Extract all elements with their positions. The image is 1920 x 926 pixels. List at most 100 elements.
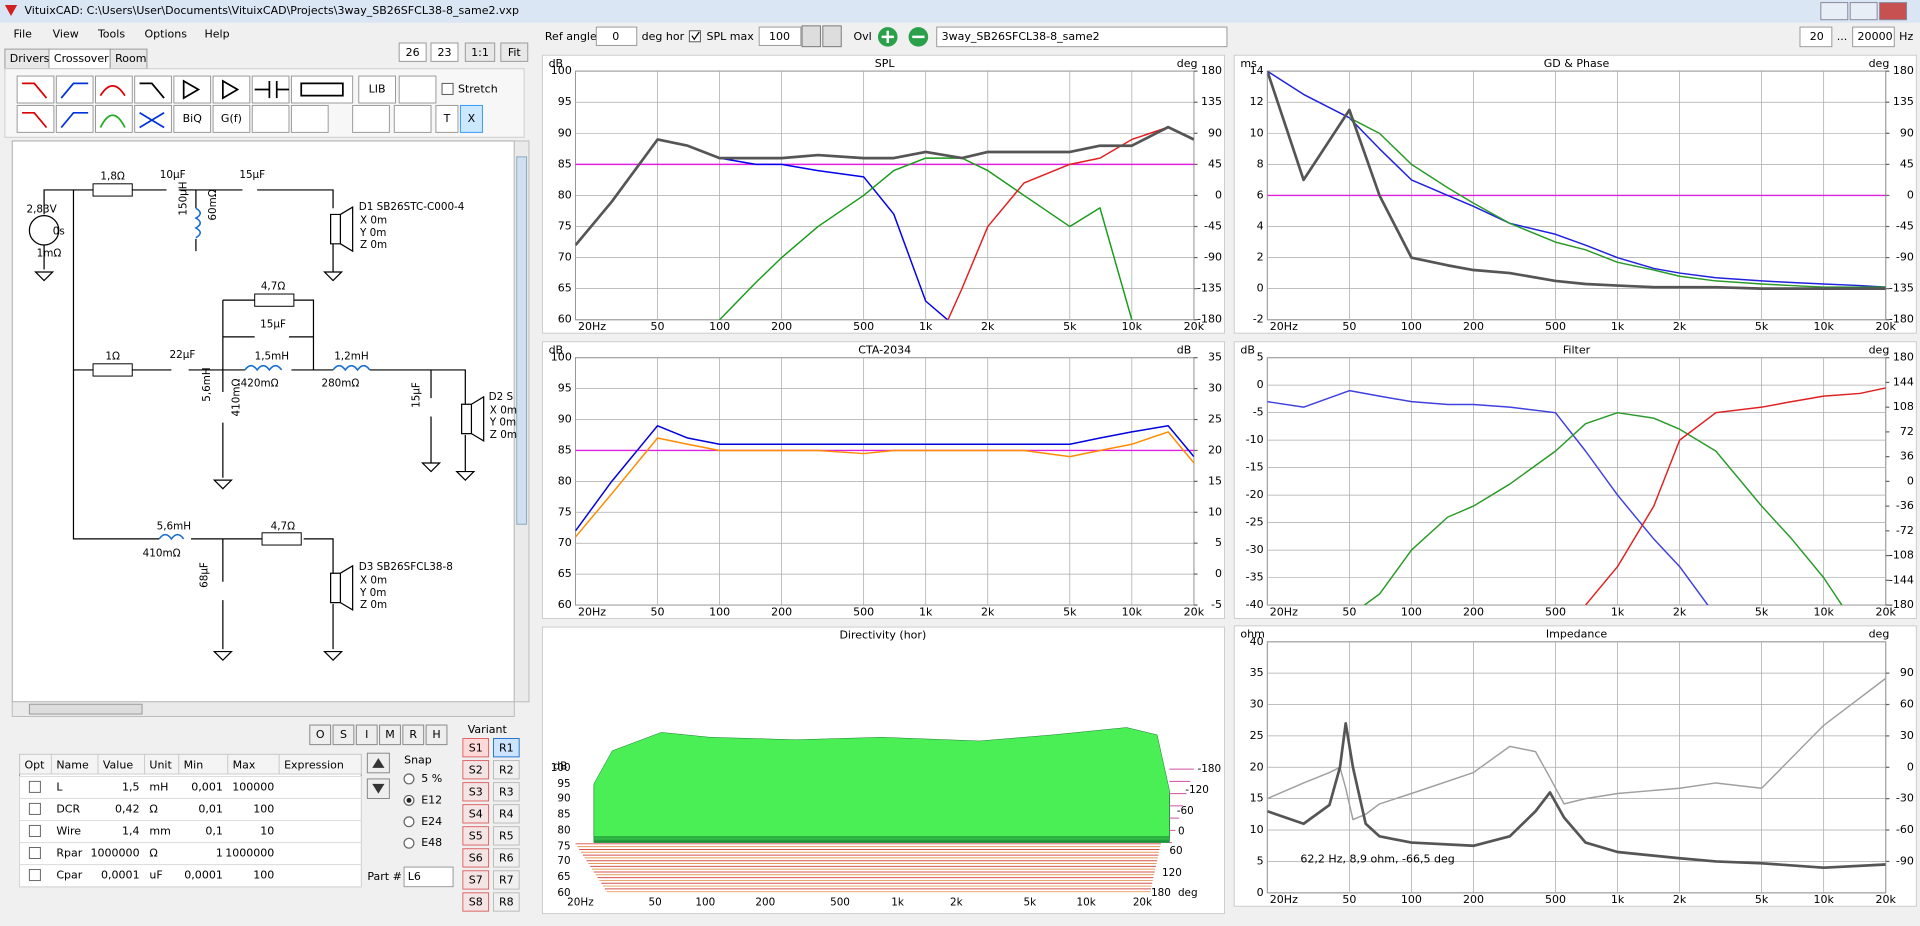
tab-label[interactable]: Crossover [54, 52, 109, 65]
menu-item[interactable]: Tools [97, 27, 125, 40]
tool-button[interactable] [309, 724, 332, 746]
part-field[interactable] [403, 866, 454, 888]
variant-s[interactable] [462, 848, 490, 868]
menu-item[interactable]: File [13, 27, 32, 40]
zoom-text[interactable]: 1:1 [471, 46, 489, 59]
menu-item[interactable]: View [53, 27, 79, 40]
project-field[interactable] [936, 26, 1228, 48]
variant-s[interactable] [462, 804, 490, 824]
tab-label[interactable]: Room [115, 52, 146, 65]
tool-icon[interactable] [55, 104, 94, 133]
schematic-label: Z 0m [360, 239, 387, 251]
tool-icon[interactable] [173, 75, 212, 104]
opt-checkbox[interactable] [28, 869, 41, 882]
y-tick-label: 15 [1250, 792, 1264, 805]
variant-r[interactable] [492, 760, 520, 780]
tool-button[interactable] [379, 724, 401, 746]
y-tick-label: 60 [558, 598, 572, 611]
schematic-label: 2,83V [27, 204, 58, 216]
tool-icon[interactable] [95, 75, 133, 104]
opt-checkbox[interactable] [28, 824, 41, 837]
y-axis-label: dB [1240, 343, 1255, 356]
variant-r[interactable] [492, 804, 520, 824]
snap-radio[interactable] [403, 816, 415, 828]
tool-icon[interactable] [95, 104, 133, 133]
tool-icon[interactable] [435, 104, 459, 133]
variant-s[interactable] [462, 870, 490, 890]
variant-s-label: S8 [469, 896, 483, 909]
x-tick-label: 200 [771, 320, 792, 333]
tool-glyph [60, 82, 89, 99]
fmax-field[interactable] [1852, 26, 1895, 48]
table-cell: 0,001 [191, 780, 223, 793]
variant-r[interactable] [492, 892, 520, 912]
tool-icon[interactable] [212, 75, 251, 104]
tool-button[interactable] [332, 724, 355, 746]
tool-icon[interactable] [290, 104, 329, 133]
tab-label[interactable]: Drivers [10, 52, 50, 65]
variant-s[interactable] [462, 826, 490, 846]
spin-up[interactable] [801, 25, 821, 48]
tool-icon[interactable] [212, 104, 251, 133]
y-tick-label: 65 [558, 282, 572, 295]
schematic-label: X 0m [490, 404, 517, 416]
minimize[interactable] [1820, 2, 1849, 21]
variant-r[interactable] [492, 848, 520, 868]
x-tick-label: 50 [651, 320, 665, 333]
zoom-field[interactable] [464, 42, 496, 62]
tool-icon[interactable] [358, 75, 396, 104]
tool-button[interactable] [402, 724, 425, 746]
x-tick-label: 20k [1876, 893, 1897, 906]
variant-s[interactable] [462, 782, 490, 802]
arrow [372, 783, 385, 794]
opt-checkbox[interactable] [28, 847, 41, 859]
tool-icon[interactable] [16, 75, 55, 104]
directivity-label: 20Hz [567, 897, 594, 909]
fmin-field[interactable] [1799, 26, 1833, 48]
snap-radio[interactable] [403, 773, 415, 785]
zoom-field[interactable] [500, 42, 529, 62]
zoom-text[interactable]: Fit [508, 46, 522, 59]
variant-r[interactable] [492, 782, 520, 802]
x-tick-label: 200 [771, 605, 792, 618]
directivity-label: 75 [557, 840, 570, 852]
maximize[interactable] [1849, 2, 1878, 21]
tool-icon[interactable] [393, 104, 432, 133]
y2-tick-label: 60 [1900, 698, 1914, 711]
tool-icon[interactable] [173, 104, 212, 133]
variant-r[interactable] [492, 870, 520, 890]
snap-radio[interactable] [403, 837, 415, 849]
directivity-label: -180 [1198, 763, 1222, 775]
variant-s-label: S3 [469, 785, 483, 798]
variant-s[interactable] [462, 738, 490, 758]
tool-icon[interactable] [352, 104, 390, 133]
variant-r[interactable] [492, 738, 520, 758]
y-tick-label: 95 [558, 95, 572, 108]
opt-checkbox[interactable] [28, 780, 41, 793]
variant-r[interactable] [492, 826, 520, 846]
tool-icon[interactable] [134, 75, 172, 104]
tool-icon[interactable] [398, 75, 437, 104]
y-tick-label: 2 [1257, 251, 1264, 264]
tool-button[interactable] [355, 724, 378, 746]
spl-max-checkbox[interactable] [688, 30, 701, 43]
variant-s[interactable] [462, 892, 490, 912]
tool-icon[interactable] [459, 104, 483, 133]
h-scroll-thumb[interactable] [28, 703, 143, 715]
menu-item[interactable]: Help [204, 27, 229, 40]
menu-item[interactable]: Options [144, 27, 187, 40]
tool-icon[interactable] [55, 75, 94, 104]
spl-max-field[interactable] [758, 26, 802, 46]
close[interactable] [1879, 2, 1908, 21]
ref-angle-field[interactable] [595, 26, 638, 46]
variant-s[interactable] [462, 760, 490, 780]
table-header: Name [56, 758, 89, 771]
fmax: 20000 [1858, 30, 1893, 43]
stretch-checkbox[interactable] [441, 82, 454, 95]
tool-icon[interactable] [251, 104, 290, 133]
opt-checkbox[interactable] [28, 802, 41, 815]
tool-button[interactable] [425, 724, 448, 746]
v-scroll-thumb[interactable] [516, 156, 528, 525]
spin-down[interactable] [822, 25, 842, 48]
tool-icon[interactable] [16, 104, 55, 133]
